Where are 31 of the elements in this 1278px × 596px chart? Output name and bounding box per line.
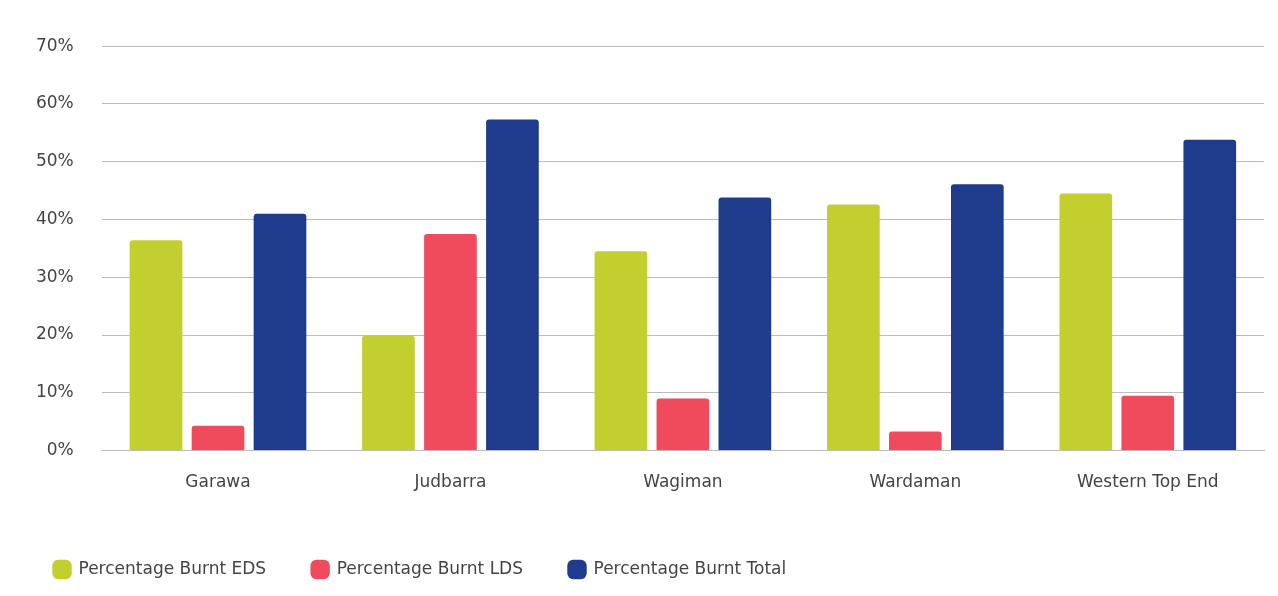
bar [1059, 193, 1113, 451]
y-tick-label: 70% [35, 34, 74, 55]
legend-label: Percentage Burnt EDS [78, 557, 267, 578]
bar [718, 197, 772, 451]
y-tick-label: 0% [46, 439, 74, 460]
bar [888, 431, 942, 451]
y-tick-label: 20% [35, 323, 74, 344]
bar [253, 213, 307, 451]
x-tick-label: Wardaman [869, 471, 962, 492]
bar [594, 251, 648, 451]
bar [1183, 139, 1237, 451]
x-tick-label: Wagiman [643, 471, 723, 492]
legend-label: Percentage Burnt Total [593, 557, 787, 578]
x-tick-label: Garawa [185, 471, 251, 492]
y-tick-label: 40% [35, 207, 74, 228]
bar [950, 184, 1004, 451]
bar [129, 240, 183, 451]
bar [424, 233, 477, 451]
y-tick-label: 10% [35, 381, 74, 402]
bar [1121, 395, 1175, 451]
bar [362, 335, 415, 451]
y-tick-label: 30% [35, 265, 74, 286]
legend-label: Percentage Burnt LDS [336, 557, 524, 578]
bar [191, 425, 245, 451]
x-tick-label: Western Top End [1077, 471, 1219, 492]
bar [827, 204, 880, 451]
y-tick-label: 50% [35, 150, 74, 171]
x-tick-label: Judbarra [413, 471, 487, 492]
y-tick-label: 60% [35, 92, 74, 113]
bar [486, 119, 539, 451]
bar [656, 398, 710, 451]
